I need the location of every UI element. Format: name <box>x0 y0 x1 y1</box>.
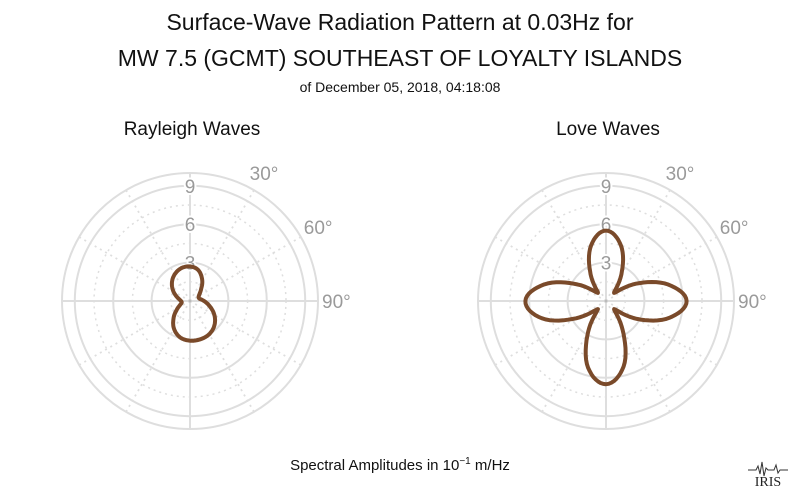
minor-ring <box>509 204 703 398</box>
angle-tick-label: 30° <box>666 164 695 185</box>
units-unit: m/Hz <box>470 457 510 474</box>
radiation-pattern-curve <box>523 228 689 387</box>
units-exponent: −1 <box>459 456 471 467</box>
angle-tick-label: 60° <box>720 218 749 239</box>
chart-title-line2: MW 7.5 (GCMT) SOUTHEAST OF LOYALTY ISLAN… <box>117 45 683 71</box>
radial-tick-label: 3 <box>185 254 196 275</box>
angle-tick-label: 90° <box>738 292 767 313</box>
radial-tick-label: 9 <box>185 177 196 198</box>
love-panel-title: Love Waves <box>556 119 660 140</box>
iris-logo: IRIS <box>748 461 788 488</box>
radiation-pattern-curve <box>169 264 218 343</box>
minor-ring <box>547 242 665 360</box>
angle-tick-label: 90° <box>322 292 351 313</box>
rayleigh-polar-plot: 3 6 9 30° 60° 90° <box>61 164 351 430</box>
units-base: 10 <box>442 457 460 474</box>
radial-tick-label: 9 <box>601 177 612 198</box>
chart-title-line1: Surface-Wave Radiation Pattern at 0.03Hz… <box>166 9 634 35</box>
amplitude-units-caption: Spectral Amplitudes in 10−1 m/Hz <box>0 456 800 474</box>
angle-tick-label: 30° <box>250 164 279 185</box>
rayleigh-panel-title: Rayleigh Waves <box>123 119 261 140</box>
angle-tick-label: 60° <box>304 218 333 239</box>
minor-ring <box>586 281 626 321</box>
units-prefix: Spectral Amplitudes in <box>290 457 443 474</box>
chart-subtitle: of December 05, 2018, 04:18:08 <box>299 79 501 95</box>
minor-ring <box>93 204 287 398</box>
radial-tick-label: 3 <box>601 254 612 275</box>
iris-logo-text: IRIS <box>755 475 781 488</box>
seismogram-logo-trace <box>748 461 788 477</box>
center-point <box>604 299 608 303</box>
center-point <box>188 299 192 303</box>
minor-ring <box>170 281 210 321</box>
minor-ring <box>131 242 249 360</box>
radial-tick-label: 6 <box>185 215 196 236</box>
